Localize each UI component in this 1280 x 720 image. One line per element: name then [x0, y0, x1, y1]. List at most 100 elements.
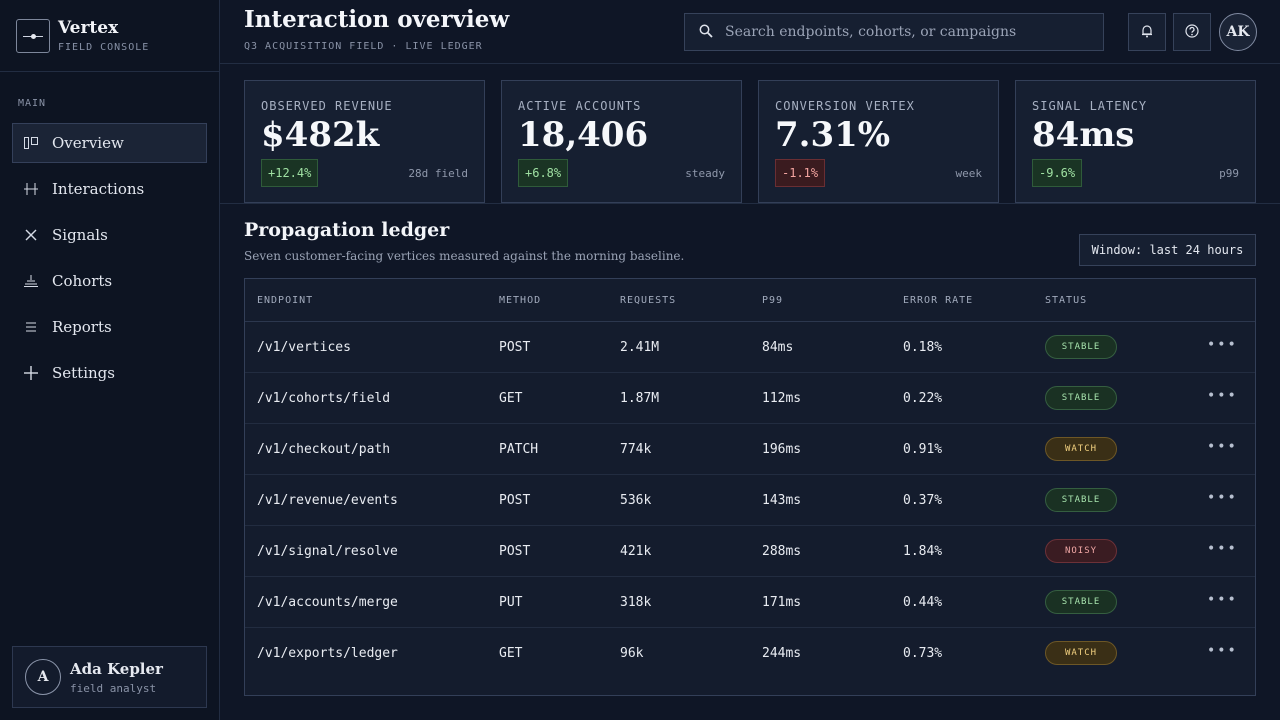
- column-header-endpoint[interactable]: ENDPOINT: [257, 295, 314, 306]
- profile-avatar[interactable]: AK: [1219, 13, 1257, 51]
- error-rate-cell: 0.22%: [903, 391, 943, 406]
- table-row[interactable]: /v1/cohorts/field GET 1.87M 112ms 0.22% …: [245, 373, 1255, 424]
- sidebar-item-overview[interactable]: Overview: [12, 123, 207, 163]
- top-header: Interaction overview Q3 ACQUISITION FIEL…: [220, 0, 1280, 64]
- p99-cell: 112ms: [762, 391, 802, 406]
- sidebar-item-interactions[interactable]: Interactions: [12, 169, 207, 209]
- notifications-button[interactable]: [1128, 13, 1166, 51]
- column-header-requests[interactable]: REQUESTS: [620, 295, 677, 306]
- p99-cell: 288ms: [762, 544, 802, 559]
- row-more-button[interactable]: •••: [1207, 337, 1238, 353]
- status-badge: STABLE: [1045, 335, 1117, 359]
- method-cell: PATCH: [499, 442, 539, 457]
- requests-cell: 421k: [620, 544, 652, 559]
- table-row[interactable]: /v1/accounts/merge PUT 318k 171ms 0.44% …: [245, 577, 1255, 628]
- kpi-cards: OBSERVED REVENUE $482k +12.4% 28d field …: [244, 80, 1256, 203]
- error-rate-cell: 0.44%: [903, 595, 943, 610]
- row-more-button[interactable]: •••: [1207, 388, 1238, 404]
- brand-subtitle: FIELD CONSOLE: [58, 42, 150, 53]
- kpi-value: 84ms: [1032, 115, 1135, 155]
- sidebar-item-settings[interactable]: Settings: [12, 353, 207, 393]
- column-header-error-rate[interactable]: ERROR RATE: [903, 295, 974, 306]
- requests-cell: 96k: [620, 646, 644, 661]
- endpoint-cell: /v1/signal/resolve: [257, 544, 398, 559]
- p99-cell: 196ms: [762, 442, 802, 457]
- time-window-button[interactable]: Window: last 24 hours: [1079, 234, 1256, 266]
- status-badge: STABLE: [1045, 590, 1117, 614]
- requests-cell: 774k: [620, 442, 652, 457]
- table-header: ENDPOINT METHOD REQUESTS P99 ERROR RATE …: [245, 279, 1255, 322]
- kpi-label: SIGNAL LATENCY: [1032, 99, 1148, 113]
- ledger-subtitle: Seven customer-facing vertices measured …: [244, 249, 685, 263]
- search-icon: [699, 23, 713, 42]
- status-badge: WATCH: [1045, 437, 1117, 461]
- row-more-button[interactable]: •••: [1207, 541, 1238, 557]
- kpi-note: 28d field: [408, 167, 468, 180]
- status-badge: STABLE: [1045, 488, 1117, 512]
- user-card[interactable]: A Ada Kepler field analyst: [12, 646, 207, 708]
- kpi-note: week: [955, 167, 983, 180]
- user-avatar: A: [25, 659, 61, 695]
- method-cell: PUT: [499, 595, 523, 610]
- kpi-value: $482k: [261, 115, 380, 155]
- method-cell: GET: [499, 391, 523, 406]
- page-title: Interaction overview: [244, 6, 510, 33]
- sidebar-item-label: Signals: [52, 226, 108, 244]
- user-role: field analyst: [70, 681, 157, 695]
- search-bar[interactable]: [684, 13, 1104, 51]
- table-row[interactable]: /v1/signal/resolve POST 421k 288ms 1.84%…: [245, 526, 1255, 577]
- kpi-delta: +6.8%: [518, 159, 569, 187]
- list-icon: [23, 319, 39, 335]
- sidebar-item-label: Overview: [52, 134, 124, 152]
- table-row[interactable]: /v1/checkout/path PATCH 774k 196ms 0.91%…: [245, 424, 1255, 475]
- sidebar: Vertex FIELD CONSOLE MAIN Overview Inter…: [0, 0, 220, 720]
- search-input[interactable]: [725, 24, 1103, 40]
- kpi-card-revenue: OBSERVED REVENUE $482k +12.4% 28d field: [244, 80, 485, 203]
- table-row[interactable]: /v1/vertices POST 2.41M 84ms 0.18% STABL…: [245, 322, 1255, 373]
- row-more-button[interactable]: •••: [1207, 490, 1238, 506]
- p99-cell: 84ms: [762, 340, 794, 355]
- table-row[interactable]: /v1/revenue/events POST 536k 143ms 0.37%…: [245, 475, 1255, 526]
- method-cell: POST: [499, 340, 531, 355]
- help-button[interactable]: [1173, 13, 1211, 51]
- endpoint-cell: /v1/accounts/merge: [257, 595, 398, 610]
- column-header-method[interactable]: METHOD: [499, 295, 542, 306]
- table-row[interactable]: /v1/exports/ledger GET 96k 244ms 0.73% W…: [245, 628, 1255, 679]
- endpoint-cell: /v1/checkout/path: [257, 442, 391, 457]
- kpi-label: OBSERVED REVENUE: [261, 99, 393, 113]
- error-rate-cell: 1.84%: [903, 544, 943, 559]
- user-name: Ada Kepler: [70, 659, 163, 678]
- sidebar-item-label: Interactions: [52, 180, 145, 198]
- row-more-button[interactable]: •••: [1207, 592, 1238, 608]
- error-rate-cell: 0.73%: [903, 646, 943, 661]
- method-cell: GET: [499, 646, 523, 661]
- column-header-status[interactable]: STATUS: [1045, 295, 1088, 306]
- close-x-icon: [23, 227, 39, 243]
- page-subtitle: Q3 ACQUISITION FIELD · LIVE LEDGER: [244, 41, 483, 52]
- overview-icon: [23, 135, 39, 151]
- status-badge: NOISY: [1045, 539, 1117, 563]
- requests-cell: 318k: [620, 595, 652, 610]
- brand[interactable]: Vertex FIELD CONSOLE: [0, 0, 219, 72]
- sliders-icon: [23, 181, 39, 197]
- kpi-delta: -9.6%: [1032, 159, 1083, 187]
- method-cell: POST: [499, 544, 531, 559]
- plus-icon: [23, 365, 39, 381]
- column-header-p99[interactable]: P99: [762, 295, 784, 306]
- sidebar-item-reports[interactable]: Reports: [12, 307, 207, 347]
- sidebar-item-cohorts[interactable]: Cohorts: [12, 261, 207, 301]
- kpi-value: 7.31%: [775, 115, 891, 155]
- row-more-button[interactable]: •••: [1207, 439, 1238, 455]
- endpoint-cell: /v1/exports/ledger: [257, 646, 398, 661]
- kpi-label: ACTIVE ACCOUNTS: [518, 99, 642, 113]
- sidebar-item-label: Reports: [52, 318, 112, 336]
- sidebar-nav: Overview Interactions Signals Cohorts Re…: [12, 123, 207, 399]
- p99-cell: 171ms: [762, 595, 802, 610]
- vertex-logo-icon: [16, 18, 50, 53]
- p99-cell: 244ms: [762, 646, 802, 661]
- method-cell: POST: [499, 493, 531, 508]
- error-rate-cell: 0.18%: [903, 340, 943, 355]
- row-more-button[interactable]: •••: [1207, 643, 1238, 659]
- kpi-card-conversion: CONVERSION VERTEX 7.31% -1.1% week: [758, 80, 999, 203]
- sidebar-item-signals[interactable]: Signals: [12, 215, 207, 255]
